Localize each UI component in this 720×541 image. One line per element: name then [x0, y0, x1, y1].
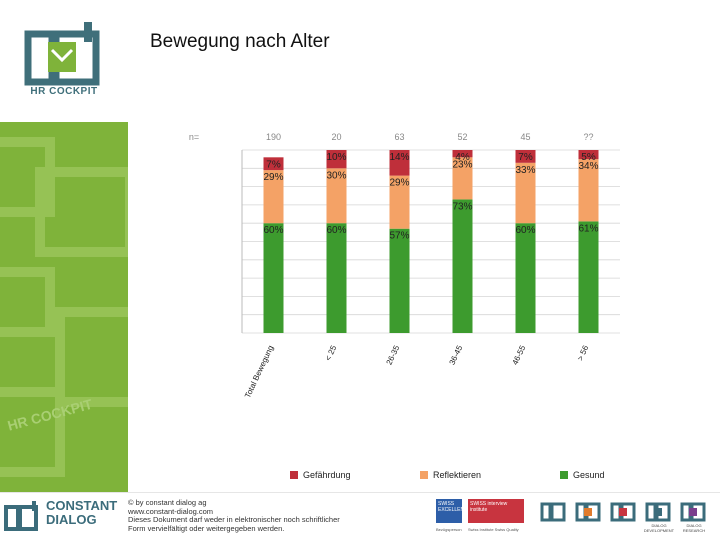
data-label: 57%: [389, 231, 409, 242]
badge-blue-caption: Bezügsperson: [436, 527, 462, 532]
copyright-line: Dieses Dokument darf weder in elektronis…: [128, 515, 340, 524]
data-label: 5%: [581, 152, 596, 163]
data-label: 4%: [455, 152, 470, 163]
data-label: 7%: [266, 159, 281, 170]
bar-segment-gesund: [515, 223, 536, 333]
bar-segment-gefhrdung: [452, 150, 473, 158]
bar-segment-reflektieren: [263, 170, 284, 224]
sample-size-label: 63: [394, 132, 404, 142]
category-label: Total Bewegung: [243, 344, 275, 399]
category-label: 26-35: [385, 344, 402, 367]
legend-label-reflektieren: Reflektieren: [433, 470, 482, 480]
bar-segment-reflektieren: [389, 175, 410, 229]
data-label: 60%: [515, 225, 535, 236]
badge-red-caption: Swiss Institute Swiss Quality: [468, 527, 519, 532]
constant-dialog-logo: [4, 501, 38, 531]
bar-segment-reflektieren: [326, 168, 347, 224]
legend-swatch-reflektieren: [420, 471, 428, 479]
brand-line-1: CONSTANT: [46, 498, 118, 513]
bar-segment-gesund: [263, 223, 284, 333]
legend-label-gesund: Gesund: [573, 470, 605, 480]
chart-legend: Gefährdung Reflektieren Gesund: [290, 470, 620, 486]
dialog-research-caption: DIALOG RESEARCH: [682, 523, 706, 533]
copyright-notice: © by constant dialog ag www.constant-dia…: [128, 498, 378, 533]
data-label: 60%: [326, 225, 346, 236]
partner-logo-3: [610, 502, 636, 522]
data-label: 34%: [578, 161, 598, 172]
copyright-line: Form vervielfältigt oder weitergegeben w…: [128, 523, 285, 533]
bar-segment-reflektieren: [452, 157, 473, 200]
dialog-research-logo: [680, 502, 706, 522]
bar-segment-gefhrdung: [578, 150, 599, 160]
legend-label-gefaehrdung: Gefährdung: [303, 470, 351, 480]
svg-text:HR COCKPIT: HR COCKPIT: [6, 396, 95, 434]
legend-item-gesund: Gesund: [560, 470, 605, 480]
legend-swatch-gefaehrdung: [290, 471, 298, 479]
partner-logo-2: [575, 502, 601, 522]
data-label: 29%: [389, 178, 409, 189]
bar-segment-gesund: [578, 221, 599, 333]
brand-sidebar: HR COCKPIT HR COCKPIT: [0, 0, 128, 492]
category-label: > 56: [575, 344, 590, 363]
brand-line-2: DIALOG: [46, 512, 97, 527]
data-label: 73%: [452, 201, 472, 212]
sample-size-label: n=: [189, 132, 199, 142]
website-link[interactable]: www.constant-dialog.com: [128, 506, 214, 516]
copyright-line: © by constant dialog ag: [128, 498, 207, 507]
data-label: 10%: [326, 152, 346, 163]
data-label: 33%: [515, 165, 535, 176]
data-label: 60%: [263, 225, 283, 236]
sample-size-label: 20: [331, 132, 341, 142]
data-label: 29%: [263, 172, 283, 183]
sample-size-label: 52: [457, 132, 467, 142]
sample-size-label: 45: [520, 132, 530, 142]
hr-cockpit-logo: [24, 22, 100, 86]
dialog-development-caption: DIALOG DEVELOPMENT: [643, 523, 675, 533]
hr-cockpit-logo-text: HR COCKPIT: [30, 86, 98, 97]
data-label: 23%: [452, 159, 472, 170]
page-title: Bewegung nach Alter: [150, 31, 330, 52]
data-label: 7%: [518, 152, 533, 163]
bar-segment-gefhrdung: [515, 150, 536, 163]
category-label: < 25: [323, 344, 338, 363]
data-label: 14%: [389, 152, 409, 163]
partner-logo-1: [540, 502, 566, 522]
bar-segment-gefhrdung: [263, 157, 284, 171]
data-label: 61%: [578, 223, 598, 234]
brand-logo-area: HR COCKPIT: [0, 0, 128, 122]
swiss-excellence-badge: SWISS EXCELLENCE: [436, 499, 471, 523]
category-label: 36-45: [448, 344, 465, 367]
bar-segment-gesund: [326, 223, 347, 333]
bar-segment-reflektieren: [515, 162, 536, 224]
legend-item-gefaehrdung: Gefährdung: [290, 470, 351, 480]
legend-swatch-gesund: [560, 471, 568, 479]
data-label: 30%: [326, 170, 346, 181]
sample-size-label: 190: [266, 132, 281, 142]
sample-size-label: ??: [583, 132, 593, 142]
bar-segment-gefhrdung: [389, 150, 410, 176]
category-label: 46-55: [511, 344, 528, 367]
stacked-bar-chart: n= 190 20 63 52 45 ?? 60% 29% 7% Total Bewegung 60%…: [189, 132, 620, 399]
swiss-interview-institute-badge: SWISS interview institute: [468, 499, 524, 523]
bar-segment-gesund: [389, 228, 410, 333]
dialog-development-logo: [645, 502, 671, 522]
decorative-pattern: HR COCKPIT: [0, 137, 128, 477]
footer: CONSTANT DIALOG © by constant dialog ag …: [0, 492, 720, 541]
bar-segment-reflektieren: [578, 159, 599, 222]
bar-segment-gesund: [452, 199, 473, 333]
constant-dialog-brand: CONSTANT DIALOG: [46, 499, 117, 527]
bar-segment-gefhrdung: [326, 150, 347, 169]
legend-item-reflektieren: Reflektieren: [420, 470, 481, 480]
